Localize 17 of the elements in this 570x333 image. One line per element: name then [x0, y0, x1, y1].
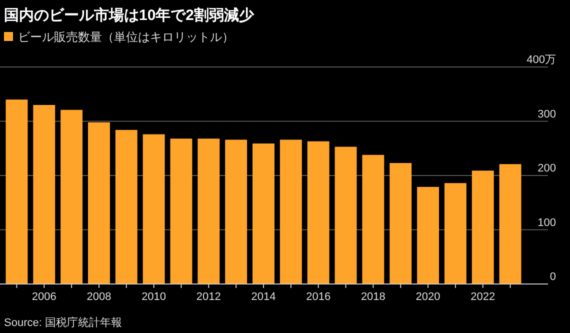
x-tick-label: 2014	[251, 291, 276, 303]
y-tick-label: 200	[538, 162, 556, 174]
x-tick-label: 2020	[416, 291, 440, 303]
source-note: Source: 国税庁統計年報	[4, 316, 122, 329]
y-tick-label: 300	[538, 108, 556, 120]
x-tick-label: 2016	[306, 291, 331, 303]
x-tick-label: 2022	[470, 291, 496, 303]
chart-title: 国内のビール市場は10年で2割弱減少	[4, 6, 256, 24]
x-tick-label: 2018	[360, 291, 386, 303]
y-tick-label: 0	[550, 271, 556, 283]
x-tick-label: 2010	[142, 291, 166, 303]
x-tick-label: 2006	[32, 291, 56, 303]
y-tick-label: 400万	[526, 54, 556, 66]
x-tick-label: 2008	[86, 291, 112, 303]
legend-label: ビール販売数量（単位はキロリットル）	[18, 30, 234, 44]
y-tick-label: 100	[538, 216, 556, 229]
x-tick-label: 2012	[196, 291, 221, 303]
